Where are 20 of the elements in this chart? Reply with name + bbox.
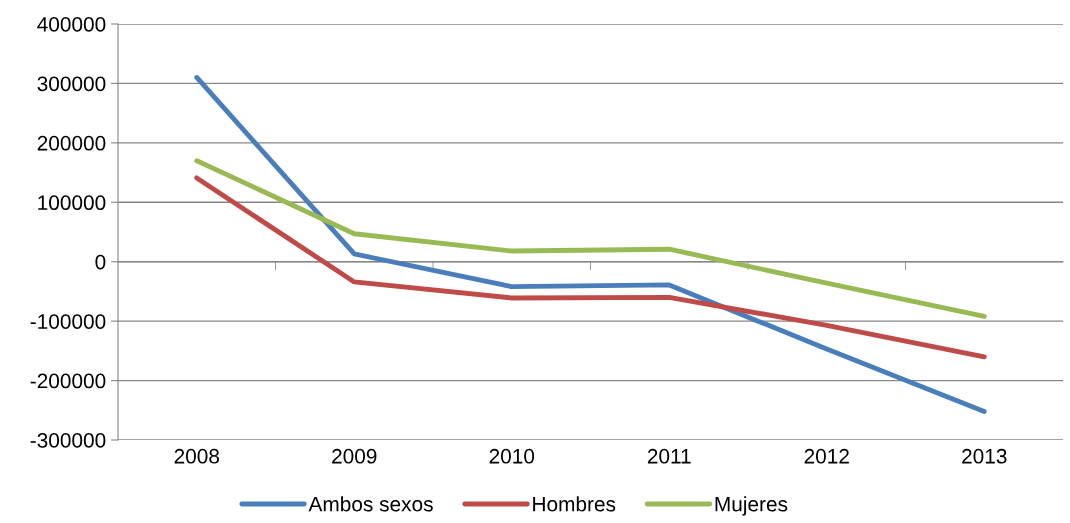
y-tick-label: -200000 xyxy=(30,373,106,389)
legend-label: Hombres xyxy=(533,496,616,512)
line-series xyxy=(194,158,987,319)
y-tick-label: 100000 xyxy=(38,195,106,211)
x-tick-label: 2008 xyxy=(174,448,220,464)
x-tick-label: 2011 xyxy=(647,448,691,464)
x-tick-label: 2009 xyxy=(332,448,377,464)
y-tick-label: 200000 xyxy=(37,135,106,151)
y-tick-label: 0 xyxy=(95,254,106,270)
legend-label: Mujeres xyxy=(715,496,788,516)
x-tick-label: 2012 xyxy=(804,448,849,464)
y-tick-label: 400000 xyxy=(37,17,106,32)
legend-label: Ambos sexos xyxy=(308,496,433,512)
y-tick-label: -100000 xyxy=(30,314,106,329)
x-tick-label: 2010 xyxy=(489,448,535,464)
y-tick-label: 300000 xyxy=(37,76,106,92)
y-tick-label: -300000 xyxy=(30,433,106,448)
x-tick-label: 2013 xyxy=(962,448,1007,464)
line-series xyxy=(194,175,987,360)
line-series xyxy=(194,75,987,414)
